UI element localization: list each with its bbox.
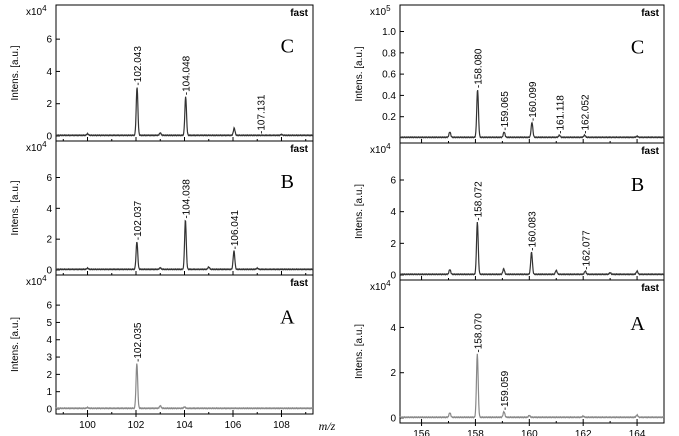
x-tick-label: 156 (413, 429, 430, 436)
y-tick-label: 0 (46, 266, 52, 277)
x-tick-label: 104 (176, 420, 193, 431)
y-tick-label: 4 (46, 67, 52, 78)
x-axis-unit: m/z (319, 419, 336, 433)
peak-label: -160.099 (528, 81, 539, 121)
y-tick-label: 2 (46, 99, 52, 110)
y-multiplier: x104 (370, 142, 391, 156)
y-axis-label: Intens. [a.u.] (354, 324, 365, 379)
y-multiplier: x105 (370, 4, 391, 18)
panel-letter: A (630, 313, 645, 335)
peak-label: -102.037 (133, 200, 144, 240)
y-axis-label: Intens. [a.u.] (354, 184, 365, 239)
y-tick-label: 3 (46, 353, 52, 364)
y-multiplier: x104 (370, 279, 391, 293)
peak-label: -159.065 (500, 91, 511, 131)
y-tick-label: 2 (46, 370, 52, 381)
spectrum-trace (399, 90, 665, 139)
spectrum-trace (55, 87, 314, 137)
y-tick-label: 4 (46, 204, 52, 215)
peak-label: -106.041 (230, 210, 241, 250)
fast-tag: fast (290, 8, 308, 19)
y-tick-label: 0 (46, 405, 52, 416)
x-tick-label: 160 (521, 429, 538, 436)
y-tick-label: 0 (46, 132, 52, 143)
x-tick-label: 108 (273, 420, 290, 431)
peak-label: -104.048 (182, 55, 193, 95)
y-axis-label: Intens. [a.u.] (10, 180, 21, 235)
panel-letter: B (631, 174, 644, 196)
y-tick-label: 0.4 (382, 91, 396, 102)
panel-letter: C (631, 36, 644, 58)
peak-label: -102.035 (133, 322, 144, 362)
fast-tag: fast (641, 146, 659, 157)
panel-letter: C (281, 36, 294, 58)
spectrum-trace (55, 219, 314, 271)
x-tick-label: 162 (575, 429, 592, 436)
spectrum-trace (399, 353, 665, 419)
y-tick-label: 6 (390, 176, 396, 187)
y-tick-label: 6 (46, 173, 52, 184)
y-tick-label: 2 (46, 235, 52, 246)
peak-label: -104.038 (181, 179, 192, 219)
plot-frame (399, 4, 665, 424)
y-tick-label: 2 (390, 368, 396, 379)
y-tick-label: 5 (46, 318, 52, 329)
spectrum-trace (55, 363, 314, 410)
x-tick-label: 164 (629, 429, 646, 436)
y-tick-label: 2 (390, 239, 396, 250)
y-tick-label: 4 (390, 323, 396, 334)
peak-label: -158.072 (473, 181, 484, 221)
x-tick-label: 100 (79, 420, 96, 431)
fast-tag: fast (290, 278, 308, 289)
y-tick-label: 4 (46, 335, 52, 346)
peak-label: -161.118 (555, 95, 566, 134)
panel-letter: A (280, 307, 295, 329)
peak-label: -102.043 (133, 46, 144, 86)
x-tick-label: 106 (225, 420, 242, 431)
y-tick-label: 0.6 (382, 70, 396, 81)
y-tick-label: 6 (46, 301, 52, 312)
peak-label: -158.070 (473, 313, 484, 353)
x-tick-label: 158 (467, 429, 484, 436)
y-axis-label: Intens. [a.u.] (10, 45, 21, 100)
y-axis-label: Intens. [a.u.] (10, 317, 21, 372)
y-tick-label: 0 (390, 414, 396, 425)
fast-tag: fast (641, 8, 659, 19)
fast-tag: fast (641, 283, 659, 294)
y-tick-label: 0 (390, 271, 396, 282)
peak-label: -162.052 (581, 94, 592, 134)
x-tick-label: 102 (128, 420, 145, 431)
y-tick-label: 0.8 (382, 48, 396, 59)
panel-letter: B (281, 171, 294, 193)
y-tick-label: 4 (390, 207, 396, 218)
peak-label: -158.080 (474, 48, 485, 88)
y-tick-label: 0.2 (382, 112, 396, 123)
y-tick-label: 1.0 (382, 27, 396, 38)
y-tick-label: 1 (46, 387, 52, 398)
peak-label: -107.131 (256, 94, 267, 134)
y-tick-label: 6 (46, 35, 52, 46)
y-multiplier: x104 (26, 274, 47, 288)
peak-label: -160.083 (528, 211, 539, 251)
peak-label: -159.059 (500, 370, 511, 410)
y-multiplier: x104 (26, 140, 47, 154)
y-axis-label: Intens. [a.u.] (354, 46, 365, 101)
spectrum-trace (399, 222, 665, 276)
peak-label: -162.077 (581, 230, 592, 270)
y-multiplier: x104 (26, 4, 47, 18)
fast-tag: fast (290, 144, 308, 155)
